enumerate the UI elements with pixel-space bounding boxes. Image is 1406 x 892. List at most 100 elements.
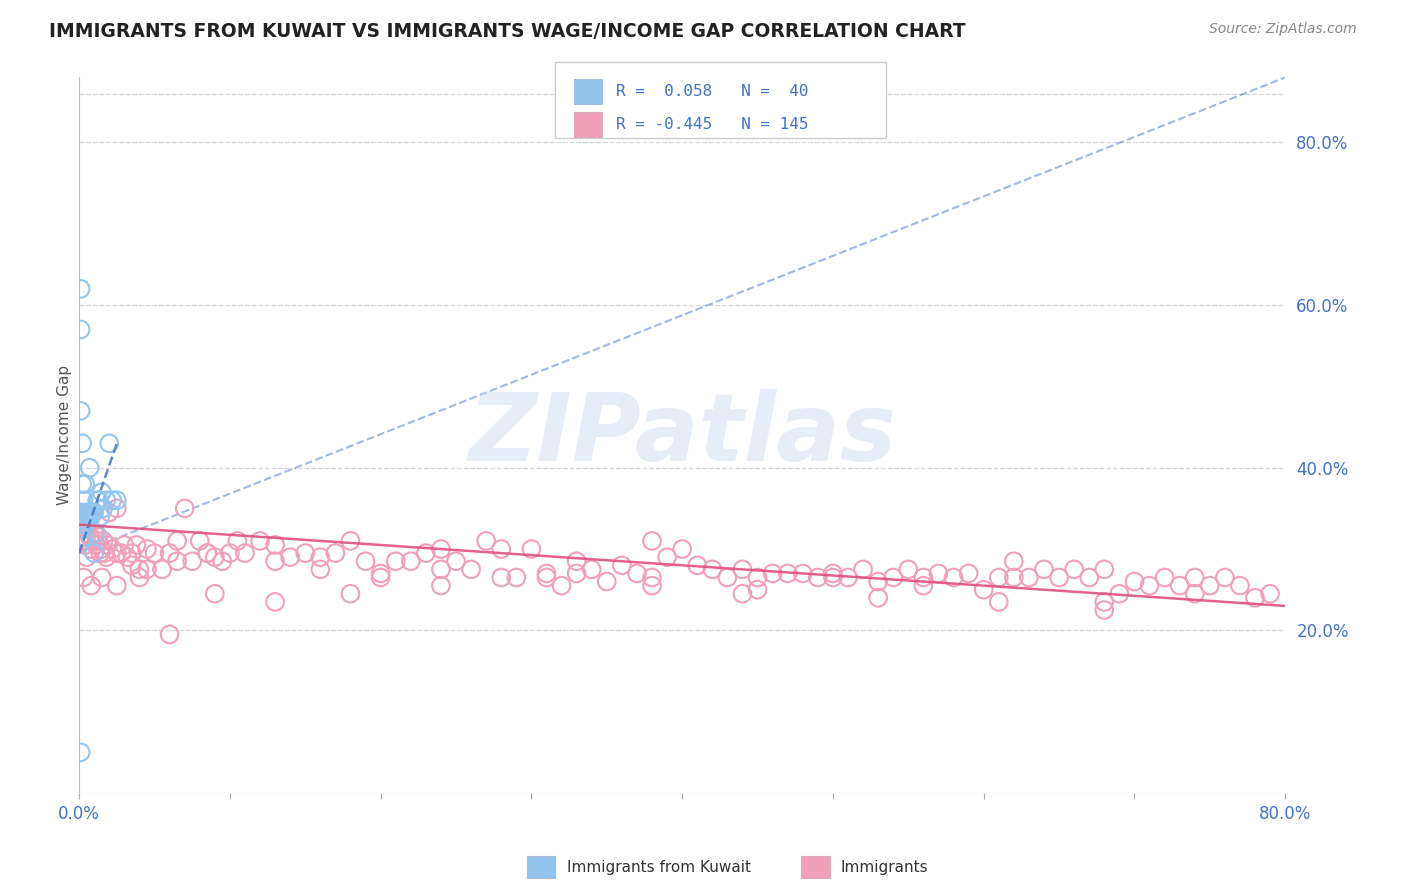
Point xyxy=(655,550,678,565)
Point xyxy=(87,530,110,544)
Point xyxy=(384,554,406,568)
Point xyxy=(89,546,111,560)
Point xyxy=(1092,603,1115,617)
Point xyxy=(444,554,467,568)
Point xyxy=(84,525,107,540)
Point xyxy=(69,322,91,336)
Point xyxy=(1184,570,1206,584)
Text: R = -0.445   N = 145: R = -0.445 N = 145 xyxy=(616,117,808,132)
Point xyxy=(626,566,648,581)
Point xyxy=(641,570,664,584)
Point xyxy=(610,558,633,573)
Point xyxy=(686,558,709,573)
Point xyxy=(325,546,347,560)
Point xyxy=(807,570,830,584)
Point xyxy=(80,579,103,593)
Point xyxy=(897,562,920,576)
Point xyxy=(973,582,995,597)
Point xyxy=(136,542,159,557)
Point xyxy=(309,562,332,576)
Point xyxy=(136,562,159,576)
Point xyxy=(868,591,890,605)
Point xyxy=(76,550,98,565)
Point xyxy=(188,533,211,548)
Point xyxy=(101,493,124,508)
Point xyxy=(731,562,754,576)
Point xyxy=(581,562,603,576)
Point xyxy=(399,554,422,568)
Point xyxy=(76,517,98,532)
Point xyxy=(105,501,128,516)
Point xyxy=(121,546,143,560)
Point xyxy=(460,562,482,576)
Point xyxy=(70,514,93,528)
Point xyxy=(90,542,112,557)
Point xyxy=(987,595,1010,609)
Point xyxy=(89,509,111,524)
Point xyxy=(195,546,218,560)
Point xyxy=(747,570,769,584)
Point xyxy=(211,554,233,568)
Point xyxy=(565,566,588,581)
Point xyxy=(76,509,98,524)
Point xyxy=(80,542,103,557)
Point xyxy=(1002,570,1025,584)
Point xyxy=(792,566,814,581)
Point xyxy=(121,558,143,573)
Point xyxy=(430,562,453,576)
Point xyxy=(912,579,935,593)
Point xyxy=(159,546,181,560)
Point xyxy=(430,542,453,557)
Point xyxy=(70,506,93,520)
Point xyxy=(173,501,195,516)
Point xyxy=(249,533,271,548)
Point xyxy=(339,533,361,548)
Point xyxy=(96,550,118,565)
Point xyxy=(84,538,107,552)
Point xyxy=(83,525,105,540)
Point xyxy=(1139,579,1161,593)
Point xyxy=(309,550,332,565)
Point xyxy=(76,506,98,520)
Point xyxy=(94,546,117,560)
Point xyxy=(264,554,287,568)
Point xyxy=(75,517,97,532)
Point xyxy=(1092,595,1115,609)
Point xyxy=(957,566,980,581)
Point xyxy=(702,562,724,576)
Point xyxy=(69,517,91,532)
Point xyxy=(1198,579,1220,593)
Point xyxy=(91,501,114,516)
Point xyxy=(72,570,94,584)
Point xyxy=(339,587,361,601)
Point xyxy=(79,460,101,475)
Point xyxy=(641,579,664,593)
Point xyxy=(70,509,93,524)
Point xyxy=(264,538,287,552)
Point xyxy=(731,587,754,601)
Point xyxy=(117,550,139,565)
Point xyxy=(69,404,91,418)
Point xyxy=(1047,570,1070,584)
Point xyxy=(70,477,93,491)
Point xyxy=(596,574,619,589)
Point xyxy=(83,506,105,520)
Point xyxy=(882,570,904,584)
Point xyxy=(195,546,218,560)
Point xyxy=(86,493,108,508)
Point xyxy=(278,550,301,565)
Point xyxy=(204,587,226,601)
Point xyxy=(79,530,101,544)
Text: Source: ZipAtlas.com: Source: ZipAtlas.com xyxy=(1209,22,1357,37)
Point xyxy=(520,542,543,557)
Point xyxy=(264,595,287,609)
Point xyxy=(1244,591,1267,605)
Point xyxy=(204,550,226,565)
Point xyxy=(1018,570,1040,584)
Point xyxy=(370,566,392,581)
Point xyxy=(72,514,94,528)
Point xyxy=(75,509,97,524)
Text: Immigrants from Kuwait: Immigrants from Kuwait xyxy=(567,860,751,874)
Point xyxy=(69,282,91,296)
Point xyxy=(87,493,110,508)
